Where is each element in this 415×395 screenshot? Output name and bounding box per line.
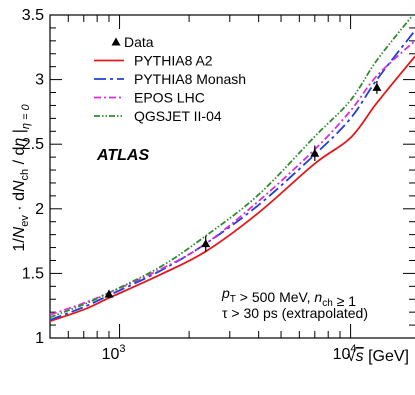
plot-frame xyxy=(49,14,415,339)
data-point xyxy=(201,235,211,252)
legend-item-qgsjet-ii-04: QGSJET II-04 xyxy=(94,108,222,124)
y-tick-label: 1 xyxy=(35,330,44,347)
y-axis-title: 1/Nev · dNch / dη |η = 0 xyxy=(11,103,32,251)
data-point xyxy=(310,145,320,161)
series-line-pythia8-monash xyxy=(50,29,415,321)
plot-border xyxy=(49,14,415,339)
annotation-line-2: τ > 30 ps (extrapolated) xyxy=(222,305,368,321)
x-tick-label: 104 xyxy=(333,343,357,363)
legend-item-pythia8-monash: PYTHIA8 Monash xyxy=(94,71,246,87)
y-tick-label: 1.5 xyxy=(22,265,44,282)
y-tick-label: 2 xyxy=(35,201,44,218)
tick-labels: 1 1.5 2 2.5 3 3.5 103 104 xyxy=(22,7,357,363)
y-tick-label: 3.5 xyxy=(22,7,44,24)
model-curves xyxy=(50,15,415,323)
legend-label: EPOS LHC xyxy=(134,90,205,106)
axis-ticks xyxy=(49,14,415,339)
experiment-label: ATLAS xyxy=(96,147,149,164)
x-axis-title: √s [GeV] xyxy=(347,348,409,365)
legend-item-epos-lhc: EPOS LHC xyxy=(94,90,205,106)
legend-label: PYTHIA8 Monash xyxy=(134,71,246,87)
legend-item-pythia8-a2: PYTHIA8 A2 xyxy=(94,53,213,69)
legend-label: Data xyxy=(124,34,154,50)
annotation: pT > 500 MeV, nch ≥ 1τ > 30 ps (extrapol… xyxy=(221,285,368,321)
legend: Data PYTHIA8 A2 PYTHIA8 Monash EPOS LHC QGSJ… xyxy=(94,34,246,124)
y-tick-label: 2.5 xyxy=(22,136,44,153)
legend-label: PYTHIA8 A2 xyxy=(134,53,213,69)
data-point xyxy=(372,80,382,94)
x-tick-label: 103 xyxy=(102,343,126,363)
data-points xyxy=(104,80,382,298)
y-tick-label: 3 xyxy=(35,72,44,89)
series-line-pythia8-a2 xyxy=(50,55,415,323)
legend-marker xyxy=(111,37,121,46)
legend-label: QGSJET II-04 xyxy=(134,108,222,124)
data-point xyxy=(104,289,114,298)
annotation-line-1: pT > 500 MeV, nch ≥ 1 xyxy=(221,285,356,309)
y-axis-label: 1/Nev · dNch / dη |η = 0 xyxy=(11,103,32,251)
x-axis-label: √s [GeV] xyxy=(347,348,409,365)
series-line-qgsjet-ii-04 xyxy=(50,15,415,319)
legend-item-data: Data xyxy=(111,34,154,50)
